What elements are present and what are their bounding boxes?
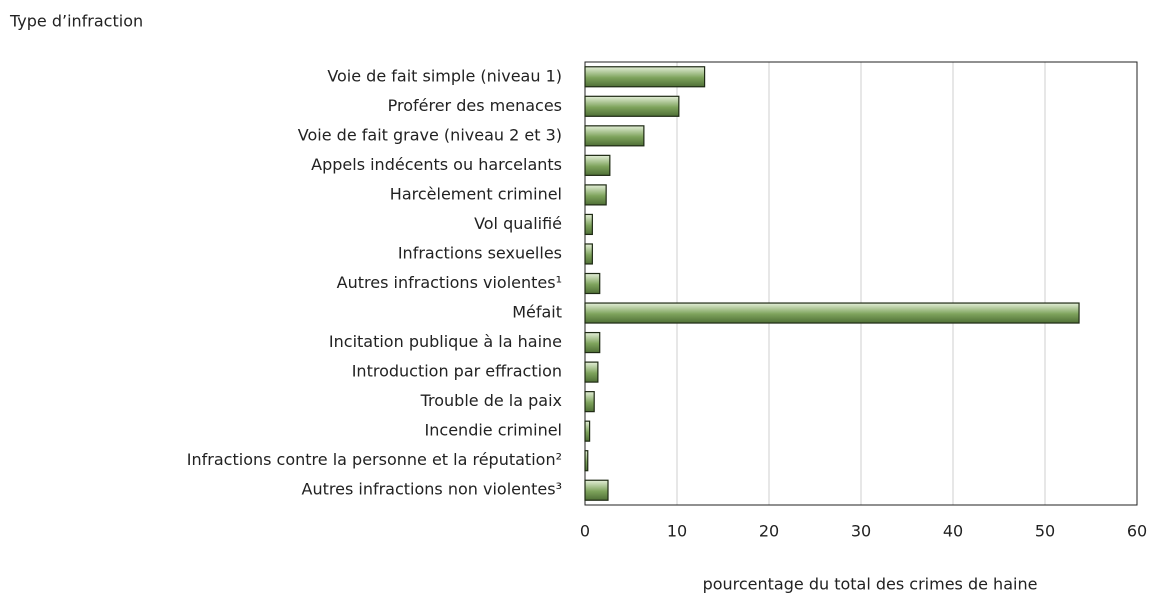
bar (584, 420, 591, 442)
bar (584, 243, 593, 265)
y-tick-label: Autres infractions non violentes³ (302, 480, 562, 499)
y-tick-label: Autres infractions violentes¹ (337, 273, 562, 292)
y-tick-label: Appels indécents ou harcelants (311, 155, 562, 174)
y-tick-label: Voie de fait grave (niveau 2 et 3) (298, 125, 562, 144)
x-tick-label: 30 (851, 522, 871, 541)
bar (584, 302, 1080, 324)
x-tick-label: 60 (1127, 522, 1147, 541)
bar (584, 125, 645, 147)
y-axis-label: Type d’infraction (9, 12, 143, 31)
x-axis-label: pourcentage du total des crimes de haine (703, 575, 1038, 594)
bar (584, 272, 601, 295)
y-tick-label: Infractions sexuelles (398, 243, 562, 262)
y-tick-label: Méfait (512, 303, 562, 322)
y-tick-label: Incitation publique à la haine (329, 332, 562, 351)
bar (584, 184, 607, 206)
y-tick-label: Infractions contre la personne et la rép… (187, 450, 562, 469)
bar (584, 213, 593, 236)
y-tick-label: Trouble de la paix (420, 391, 562, 410)
bar (584, 450, 589, 472)
y-tick-label: Incendie criminel (425, 421, 562, 440)
bar (584, 361, 599, 383)
x-tick-label: 0 (580, 522, 590, 541)
x-tick-label: 40 (943, 522, 963, 541)
bar (584, 154, 611, 176)
x-tick-label: 20 (759, 522, 779, 541)
y-tick-label: Harcèlement criminel (390, 184, 562, 203)
y-tick-label: Introduction par effraction (352, 362, 562, 381)
y-tick-label: Proférer des menaces (388, 96, 562, 115)
bar (584, 391, 595, 413)
y-tick-label: Vol qualifié (474, 214, 562, 233)
bar (584, 331, 601, 354)
x-tick-label: 50 (1035, 522, 1055, 541)
x-tick-label: 10 (667, 522, 687, 541)
bar (584, 95, 680, 117)
y-tick-label: Voie de fait simple (niveau 1) (327, 66, 562, 85)
bar (584, 66, 706, 88)
bar (584, 479, 609, 501)
